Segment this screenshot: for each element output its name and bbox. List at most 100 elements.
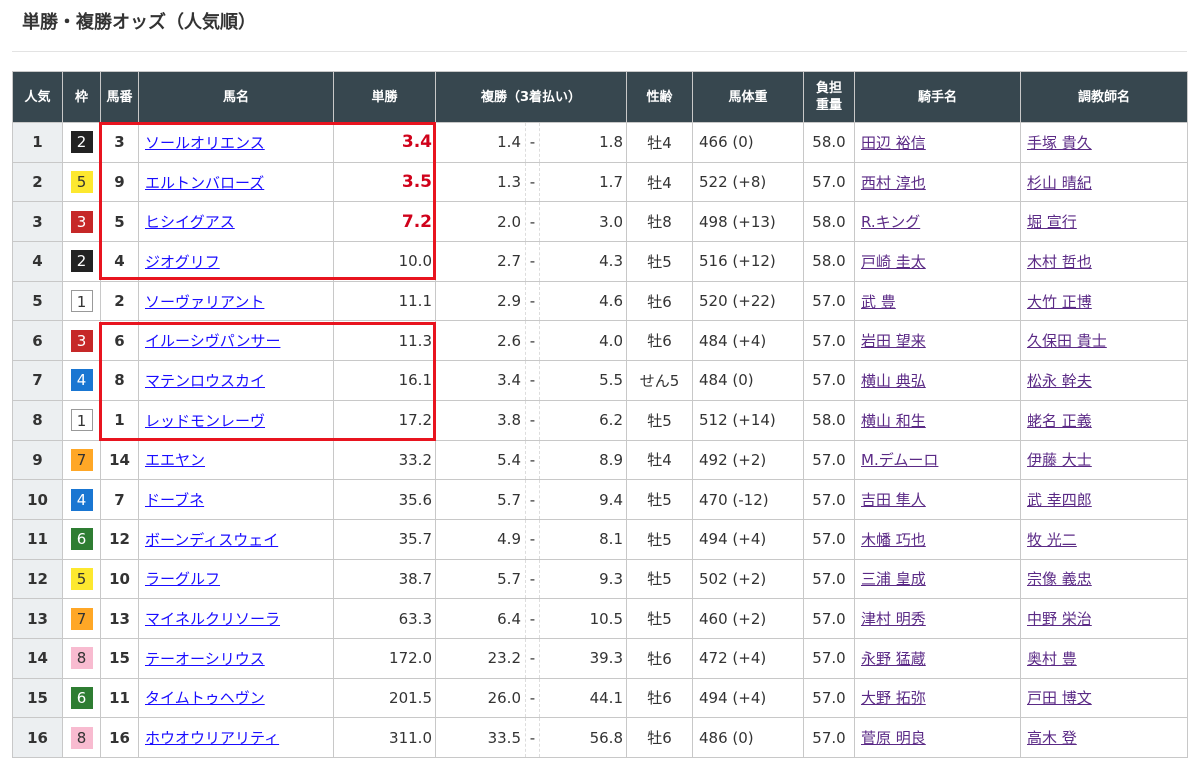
trainer-link[interactable]: 杉山 晴紀 [1027, 173, 1092, 192]
popularity-cell: 5 [12, 280, 63, 322]
range-separator: - [525, 440, 540, 480]
sex-age-cell: 牡6 [626, 637, 693, 679]
waku-badge: 6 [70, 686, 93, 709]
burden-weight: 57.0 [812, 450, 846, 469]
win-odds: 10.0 [398, 252, 432, 271]
waku-cell: 2 [62, 241, 101, 282]
horse-name-cell: マテンロウスカイ [138, 360, 334, 401]
place-odds-min: 2.9 [497, 292, 521, 311]
horse-name-link[interactable]: ホウオウリアリティ [145, 729, 280, 748]
jockey-link[interactable]: 菅原 明良 [861, 729, 926, 748]
range-separator: - [525, 400, 540, 440]
horse-name-link[interactable]: イルーシヴパンサー [145, 332, 281, 351]
horse-name-link[interactable]: マイネルクリソーラ [145, 610, 281, 629]
burden-weight: 58.0 [812, 252, 846, 271]
jockey-link[interactable]: 吉田 隼人 [861, 491, 926, 510]
horse-name-link[interactable]: タイムトゥヘヴン [145, 689, 265, 708]
header-waku: 枠 [62, 71, 101, 123]
jockey-link[interactable]: 横山 和生 [861, 411, 926, 430]
horse-name-cell: マイネルクリソーラ [138, 598, 334, 639]
place-odds-cell: 2.7- 4.3 [435, 241, 627, 282]
trainer-link[interactable]: 戸田 博文 [1027, 689, 1092, 708]
horse-name-link[interactable]: エルトンバローズ [145, 173, 265, 192]
trainer-link[interactable]: 伊藤 大士 [1027, 451, 1092, 470]
table-row: 11 6 12 ボーンディスウェイ 35.7 4.9- 8.1 牡5 494 (+4) 57.0 木… [12, 518, 1188, 560]
trainer-link[interactable]: 大竹 正博 [1027, 292, 1092, 311]
header-horse-name: 馬名 [138, 71, 334, 123]
horse-name-link[interactable]: ボーンディスウェイ [145, 530, 279, 549]
waku-badge: 8 [70, 726, 93, 749]
jockey-link[interactable]: 木幡 巧也 [861, 530, 926, 549]
horse-number-cell: 15 [100, 637, 139, 679]
place-odds-range: 3.8- 6.2 [436, 400, 626, 440]
trainer-link[interactable]: 手塚 貴久 [1027, 133, 1092, 152]
body-weight: 520 (+22) [699, 292, 776, 311]
horse-name-link[interactable]: ソールオリエンス [145, 133, 265, 152]
popularity-cell: 1 [12, 122, 63, 163]
horse-number-cell: 13 [100, 598, 139, 639]
horse-name-cell: ラーグルフ [138, 558, 334, 600]
horse-name-link[interactable]: エエヤン [145, 451, 206, 470]
popularity: 9 [32, 450, 43, 469]
place-odds-cell: 5.7- 9.4 [435, 479, 627, 520]
popularity: 15 [27, 688, 48, 707]
horse-name-link[interactable]: ラーグルフ [145, 570, 221, 589]
jockey-link[interactable]: 西村 淳也 [861, 173, 926, 192]
jockey-link[interactable]: 戸崎 圭太 [861, 252, 926, 271]
trainer-link[interactable]: 松永 幹夫 [1027, 371, 1092, 390]
jockey-link[interactable]: 岩田 望来 [861, 332, 926, 351]
horse-name-link[interactable]: マテンロウスカイ [145, 371, 266, 390]
jockey-link[interactable]: 田辺 裕信 [861, 133, 926, 152]
horse-name-link[interactable]: ヒシイグアス [145, 213, 235, 232]
win-odds-cell: 311.0 [333, 717, 436, 758]
horse-name-link[interactable]: レッドモンレーヴ [145, 411, 266, 430]
popularity-cell: 14 [12, 637, 63, 679]
trainer-link[interactable]: 奥村 豊 [1027, 649, 1077, 668]
trainer-link[interactable]: 武 幸四郎 [1027, 491, 1092, 510]
place-odds-range: 3.4- 5.5 [436, 361, 626, 400]
trainer-link[interactable]: 宗像 義忠 [1027, 570, 1092, 589]
trainer-link[interactable]: 中野 栄治 [1027, 610, 1092, 629]
burden-weight-cell: 57.0 [803, 677, 855, 719]
jockey-link[interactable]: R.キング [861, 213, 921, 232]
place-odds-cell: 1.4- 1.8 [435, 122, 627, 163]
horse-name-link[interactable]: ソーヴァリアント [145, 292, 265, 311]
jockey-link[interactable]: 武 豊 [861, 292, 896, 311]
place-odds-min: 5.7 [497, 569, 521, 588]
jockey-link[interactable]: 大野 拓弥 [861, 689, 926, 708]
win-odds: 17.2 [398, 411, 432, 430]
body-weight-cell: 522 (+8) [692, 161, 804, 203]
popularity-cell: 2 [12, 161, 63, 203]
trainer-link[interactable]: 堀 宣行 [1027, 213, 1077, 232]
jockey-link[interactable]: 三浦 皇成 [861, 570, 926, 589]
jockey-link[interactable]: M.デムーロ [861, 451, 939, 470]
trainer-cell: 木村 哲也 [1020, 241, 1188, 282]
trainer-link[interactable]: 牧 光二 [1027, 530, 1077, 549]
header-place-odds: 複勝（3着払い） [435, 71, 627, 123]
sex-age: 牡5 [647, 252, 672, 271]
trainer-link[interactable]: 久保田 貴士 [1027, 332, 1107, 351]
horse-name-link[interactable]: ドーブネ [145, 491, 205, 510]
place-odds-min: 1.3 [497, 173, 521, 192]
table-row: 13 7 13 マイネルクリソーラ 63.3 6.4- 10.5 牡5 460 (+2) 57.0… [12, 598, 1188, 639]
jockey-link[interactable]: 永野 猛蔵 [861, 649, 926, 668]
horse-number-cell: 1 [100, 399, 139, 441]
burden-weight-cell: 57.0 [803, 280, 855, 322]
place-odds-min: 33.5 [487, 728, 521, 747]
place-odds-max: 5.5 [599, 371, 623, 390]
place-odds-min: 23.2 [487, 649, 521, 668]
jockey-link[interactable]: 津村 明秀 [861, 610, 926, 629]
trainer-link[interactable]: 木村 哲也 [1027, 252, 1092, 271]
horse-name-link[interactable]: テーオーシリウス [145, 649, 265, 668]
trainer-link[interactable]: 蛯名 正義 [1027, 411, 1092, 430]
popularity-cell: 12 [12, 558, 63, 600]
horse-name-link[interactable]: ジオグリフ [145, 252, 220, 271]
place-odds-range: 33.5- 56.8 [436, 718, 626, 757]
jockey-link[interactable]: 横山 典弘 [861, 371, 926, 390]
trainer-link[interactable]: 高木 登 [1027, 729, 1077, 748]
sex-age: 牡6 [647, 689, 672, 708]
waku-cell: 2 [62, 122, 101, 163]
popularity: 12 [27, 569, 48, 588]
burden-weight-cell: 58.0 [803, 399, 855, 441]
horse-number: 7 [114, 490, 125, 509]
